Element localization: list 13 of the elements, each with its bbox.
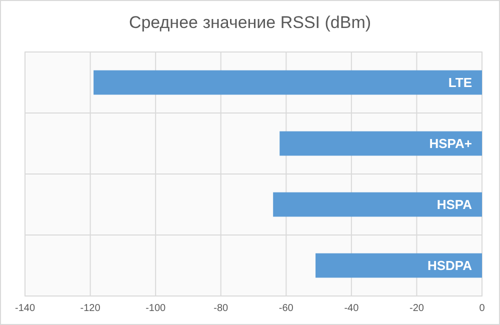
y-tick-label: HSPA — [436, 197, 473, 212]
x-tick-label: -100 — [146, 303, 166, 314]
x-tick-label: -120 — [80, 303, 101, 314]
x-tick-label: -80 — [214, 303, 229, 314]
chart-title: Среднее значение RSSI (dBm) — [128, 13, 372, 32]
x-tick-label: 0 — [479, 303, 486, 314]
y-tick-label: HSDPA — [427, 258, 473, 274]
x-tick-label: -60 — [278, 303, 294, 314]
x-tick-label: -40 — [344, 303, 360, 314]
y-tick-label: HSPA+ — [429, 136, 472, 152]
x-tick-label: -140 — [14, 303, 36, 314]
y-tick-label: LTE — [448, 75, 472, 90]
x-tick-label: -20 — [409, 303, 424, 314]
